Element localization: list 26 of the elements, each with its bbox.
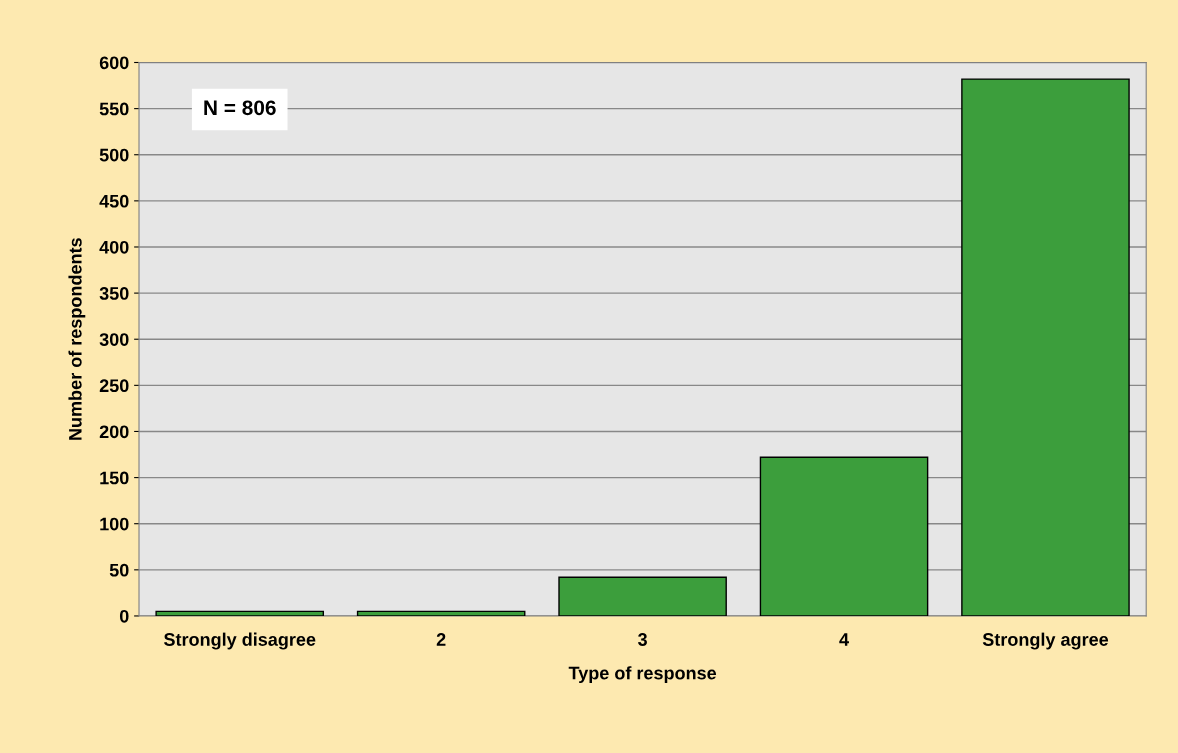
y-tick-label: 400 <box>99 240 129 254</box>
x-axis-title: Type of response <box>568 666 717 684</box>
x-tick-label: 4 <box>839 633 849 646</box>
y-tick-label: 450 <box>99 194 129 208</box>
y-tick-label: 50 <box>109 563 129 577</box>
bar <box>961 78 1130 616</box>
bar <box>356 610 526 616</box>
y-tick-label: 100 <box>100 517 129 531</box>
y-axis-title: Number of respondents <box>68 238 86 440</box>
y-tick-label: 200 <box>99 425 129 439</box>
y-tick-label: 0 <box>119 609 129 623</box>
bar <box>759 456 929 616</box>
y-tick-label: 500 <box>99 148 129 162</box>
y-tick-label: 350 <box>99 287 129 300</box>
bar <box>558 576 727 616</box>
x-tick-label: 3 <box>637 633 647 646</box>
x-tick-label: Strongly agree <box>982 632 1109 650</box>
y-tick-label: 250 <box>99 379 129 393</box>
y-tick-label: 300 <box>99 333 129 346</box>
y-tick-label: 150 <box>100 471 129 485</box>
y-tick-label: 550 <box>99 102 129 116</box>
bar <box>155 610 325 616</box>
y-tick-label: 600 <box>99 56 129 70</box>
annotation: N = 806 <box>204 100 276 116</box>
x-tick-label: Strongly disagree <box>163 632 316 650</box>
x-tick-label: 2 <box>436 633 446 646</box>
